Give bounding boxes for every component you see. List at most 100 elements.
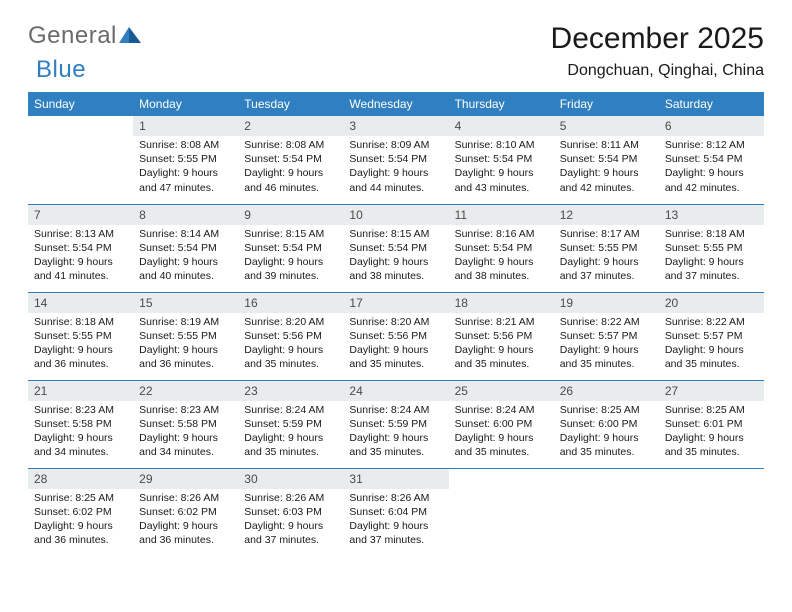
daylight-text: Daylight: 9 hours and 36 minutes.	[34, 343, 127, 371]
sunrise-text: Sunrise: 8:21 AM	[455, 315, 548, 329]
sunrise-text: Sunrise: 8:23 AM	[34, 403, 127, 417]
sunrise-text: Sunrise: 8:12 AM	[665, 138, 758, 152]
day-content: Sunrise: 8:25 AMSunset: 6:00 PMDaylight:…	[554, 401, 659, 464]
day-content: Sunrise: 8:24 AMSunset: 5:59 PMDaylight:…	[343, 401, 448, 464]
sunset-text: Sunset: 6:02 PM	[139, 505, 232, 519]
daylight-text: Daylight: 9 hours and 34 minutes.	[34, 431, 127, 459]
sunset-text: Sunset: 5:54 PM	[349, 241, 442, 255]
calendar-day-cell: 16Sunrise: 8:20 AMSunset: 5:56 PMDayligh…	[238, 292, 343, 380]
daylight-text: Daylight: 9 hours and 34 minutes.	[139, 431, 232, 459]
calendar-day-cell: 13Sunrise: 8:18 AMSunset: 5:55 PMDayligh…	[659, 204, 764, 292]
daylight-text: Daylight: 9 hours and 39 minutes.	[244, 255, 337, 283]
daylight-text: Daylight: 9 hours and 47 minutes.	[139, 166, 232, 194]
sunset-text: Sunset: 5:55 PM	[560, 241, 653, 255]
calendar-day-cell: 28Sunrise: 8:25 AMSunset: 6:02 PMDayligh…	[28, 468, 133, 556]
calendar-week-row: 1Sunrise: 8:08 AMSunset: 5:55 PMDaylight…	[28, 116, 764, 204]
daylight-text: Daylight: 9 hours and 35 minutes.	[349, 343, 442, 371]
sunset-text: Sunset: 6:00 PM	[560, 417, 653, 431]
sunrise-text: Sunrise: 8:24 AM	[244, 403, 337, 417]
calendar-week-row: 7Sunrise: 8:13 AMSunset: 5:54 PMDaylight…	[28, 204, 764, 292]
day-number: 10	[343, 205, 448, 225]
daylight-text: Daylight: 9 hours and 38 minutes.	[349, 255, 442, 283]
day-number: 11	[449, 205, 554, 225]
sunrise-text: Sunrise: 8:26 AM	[244, 491, 337, 505]
daylight-text: Daylight: 9 hours and 40 minutes.	[139, 255, 232, 283]
calendar-day-cell: 31Sunrise: 8:26 AMSunset: 6:04 PMDayligh…	[343, 468, 448, 556]
day-number: 22	[133, 381, 238, 401]
daylight-text: Daylight: 9 hours and 35 minutes.	[244, 343, 337, 371]
sunset-text: Sunset: 6:00 PM	[455, 417, 548, 431]
sunset-text: Sunset: 5:58 PM	[34, 417, 127, 431]
weekday-header: Monday	[133, 92, 238, 116]
day-content: Sunrise: 8:22 AMSunset: 5:57 PMDaylight:…	[659, 313, 764, 376]
calendar-day-cell	[449, 468, 554, 556]
calendar-body: 1Sunrise: 8:08 AMSunset: 5:55 PMDaylight…	[28, 116, 764, 556]
calendar-day-cell: 20Sunrise: 8:22 AMSunset: 5:57 PMDayligh…	[659, 292, 764, 380]
sunrise-text: Sunrise: 8:15 AM	[349, 227, 442, 241]
day-content: Sunrise: 8:13 AMSunset: 5:54 PMDaylight:…	[28, 225, 133, 288]
day-number: 6	[659, 116, 764, 136]
calendar-day-cell: 8Sunrise: 8:14 AMSunset: 5:54 PMDaylight…	[133, 204, 238, 292]
sunrise-text: Sunrise: 8:25 AM	[665, 403, 758, 417]
day-content: Sunrise: 8:25 AMSunset: 6:02 PMDaylight:…	[28, 489, 133, 552]
sunrise-text: Sunrise: 8:19 AM	[139, 315, 232, 329]
sunset-text: Sunset: 5:55 PM	[139, 329, 232, 343]
calendar-day-cell: 9Sunrise: 8:15 AMSunset: 5:54 PMDaylight…	[238, 204, 343, 292]
sunset-text: Sunset: 6:01 PM	[665, 417, 758, 431]
day-number: 8	[133, 205, 238, 225]
weekday-header: Saturday	[659, 92, 764, 116]
sunrise-text: Sunrise: 8:13 AM	[34, 227, 127, 241]
daylight-text: Daylight: 9 hours and 37 minutes.	[560, 255, 653, 283]
daylight-text: Daylight: 9 hours and 42 minutes.	[665, 166, 758, 194]
sunset-text: Sunset: 5:57 PM	[665, 329, 758, 343]
day-content: Sunrise: 8:23 AMSunset: 5:58 PMDaylight:…	[28, 401, 133, 464]
sunset-text: Sunset: 5:54 PM	[665, 152, 758, 166]
calendar-day-cell: 25Sunrise: 8:24 AMSunset: 6:00 PMDayligh…	[449, 380, 554, 468]
calendar-day-cell	[28, 116, 133, 204]
sunrise-text: Sunrise: 8:17 AM	[560, 227, 653, 241]
calendar-day-cell: 3Sunrise: 8:09 AMSunset: 5:54 PMDaylight…	[343, 116, 448, 204]
sunset-text: Sunset: 5:57 PM	[560, 329, 653, 343]
sunrise-text: Sunrise: 8:20 AM	[349, 315, 442, 329]
calendar-day-cell	[659, 468, 764, 556]
day-content: Sunrise: 8:14 AMSunset: 5:54 PMDaylight:…	[133, 225, 238, 288]
calendar-day-cell: 15Sunrise: 8:19 AMSunset: 5:55 PMDayligh…	[133, 292, 238, 380]
day-content: Sunrise: 8:18 AMSunset: 5:55 PMDaylight:…	[28, 313, 133, 376]
calendar-day-cell: 18Sunrise: 8:21 AMSunset: 5:56 PMDayligh…	[449, 292, 554, 380]
day-content: Sunrise: 8:26 AMSunset: 6:02 PMDaylight:…	[133, 489, 238, 552]
day-number: 18	[449, 293, 554, 313]
calendar-day-cell: 17Sunrise: 8:20 AMSunset: 5:56 PMDayligh…	[343, 292, 448, 380]
day-content: Sunrise: 8:15 AMSunset: 5:54 PMDaylight:…	[238, 225, 343, 288]
day-content: Sunrise: 8:23 AMSunset: 5:58 PMDaylight:…	[133, 401, 238, 464]
sunset-text: Sunset: 5:59 PM	[244, 417, 337, 431]
weekday-header: Wednesday	[343, 92, 448, 116]
day-content: Sunrise: 8:24 AMSunset: 5:59 PMDaylight:…	[238, 401, 343, 464]
day-content: Sunrise: 8:25 AMSunset: 6:01 PMDaylight:…	[659, 401, 764, 464]
day-number: 4	[449, 116, 554, 136]
calendar-day-cell: 24Sunrise: 8:24 AMSunset: 5:59 PMDayligh…	[343, 380, 448, 468]
calendar-day-cell: 23Sunrise: 8:24 AMSunset: 5:59 PMDayligh…	[238, 380, 343, 468]
day-content: Sunrise: 8:15 AMSunset: 5:54 PMDaylight:…	[343, 225, 448, 288]
day-number: 30	[238, 469, 343, 489]
calendar-day-cell: 29Sunrise: 8:26 AMSunset: 6:02 PMDayligh…	[133, 468, 238, 556]
sunrise-text: Sunrise: 8:23 AM	[139, 403, 232, 417]
day-content: Sunrise: 8:22 AMSunset: 5:57 PMDaylight:…	[554, 313, 659, 376]
day-number: 29	[133, 469, 238, 489]
calendar-day-cell: 30Sunrise: 8:26 AMSunset: 6:03 PMDayligh…	[238, 468, 343, 556]
calendar-day-cell: 2Sunrise: 8:08 AMSunset: 5:54 PMDaylight…	[238, 116, 343, 204]
title-block: December 2025 Dongchuan, Qinghai, China	[551, 22, 764, 80]
sunset-text: Sunset: 5:56 PM	[244, 329, 337, 343]
sunrise-text: Sunrise: 8:11 AM	[560, 138, 653, 152]
sunrise-text: Sunrise: 8:20 AM	[244, 315, 337, 329]
brand-part2: Blue	[36, 56, 86, 83]
daylight-text: Daylight: 9 hours and 35 minutes.	[560, 343, 653, 371]
calendar-day-cell: 26Sunrise: 8:25 AMSunset: 6:00 PMDayligh…	[554, 380, 659, 468]
daylight-text: Daylight: 9 hours and 43 minutes.	[455, 166, 548, 194]
day-number: 15	[133, 293, 238, 313]
day-number: 2	[238, 116, 343, 136]
sunset-text: Sunset: 5:56 PM	[455, 329, 548, 343]
weekday-header: Friday	[554, 92, 659, 116]
sunset-text: Sunset: 5:54 PM	[244, 152, 337, 166]
month-title: December 2025	[551, 22, 764, 56]
day-content: Sunrise: 8:24 AMSunset: 6:00 PMDaylight:…	[449, 401, 554, 464]
